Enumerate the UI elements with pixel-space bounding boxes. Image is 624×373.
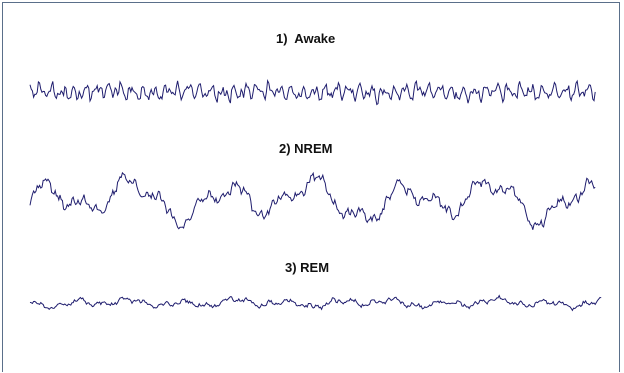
rem-eeg-trace [29,294,602,312]
awake-eeg-trace [29,78,596,106]
nrem-title: 2) NREM [279,141,333,156]
nrem-eeg-trace [29,171,596,230]
rem-title: 3) REM [285,260,330,275]
awake-title: 1) Awake [276,31,336,46]
